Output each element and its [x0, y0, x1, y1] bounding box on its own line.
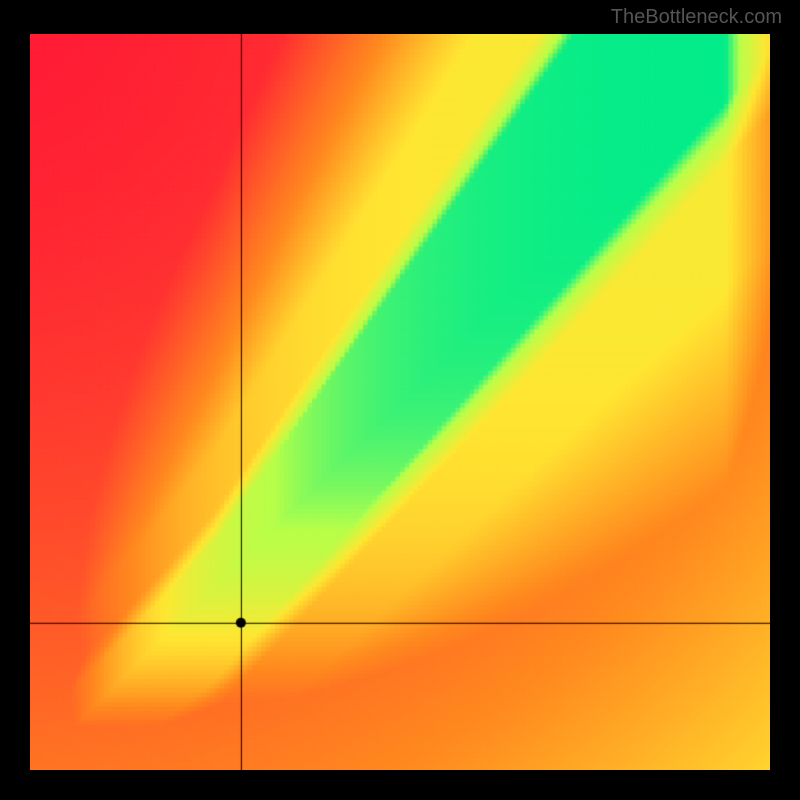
heatmap-canvas	[30, 34, 770, 770]
watermark-text: TheBottleneck.com	[611, 6, 782, 29]
heatmap-plot	[30, 34, 770, 770]
chart-container: TheBottleneck.com	[0, 0, 800, 800]
